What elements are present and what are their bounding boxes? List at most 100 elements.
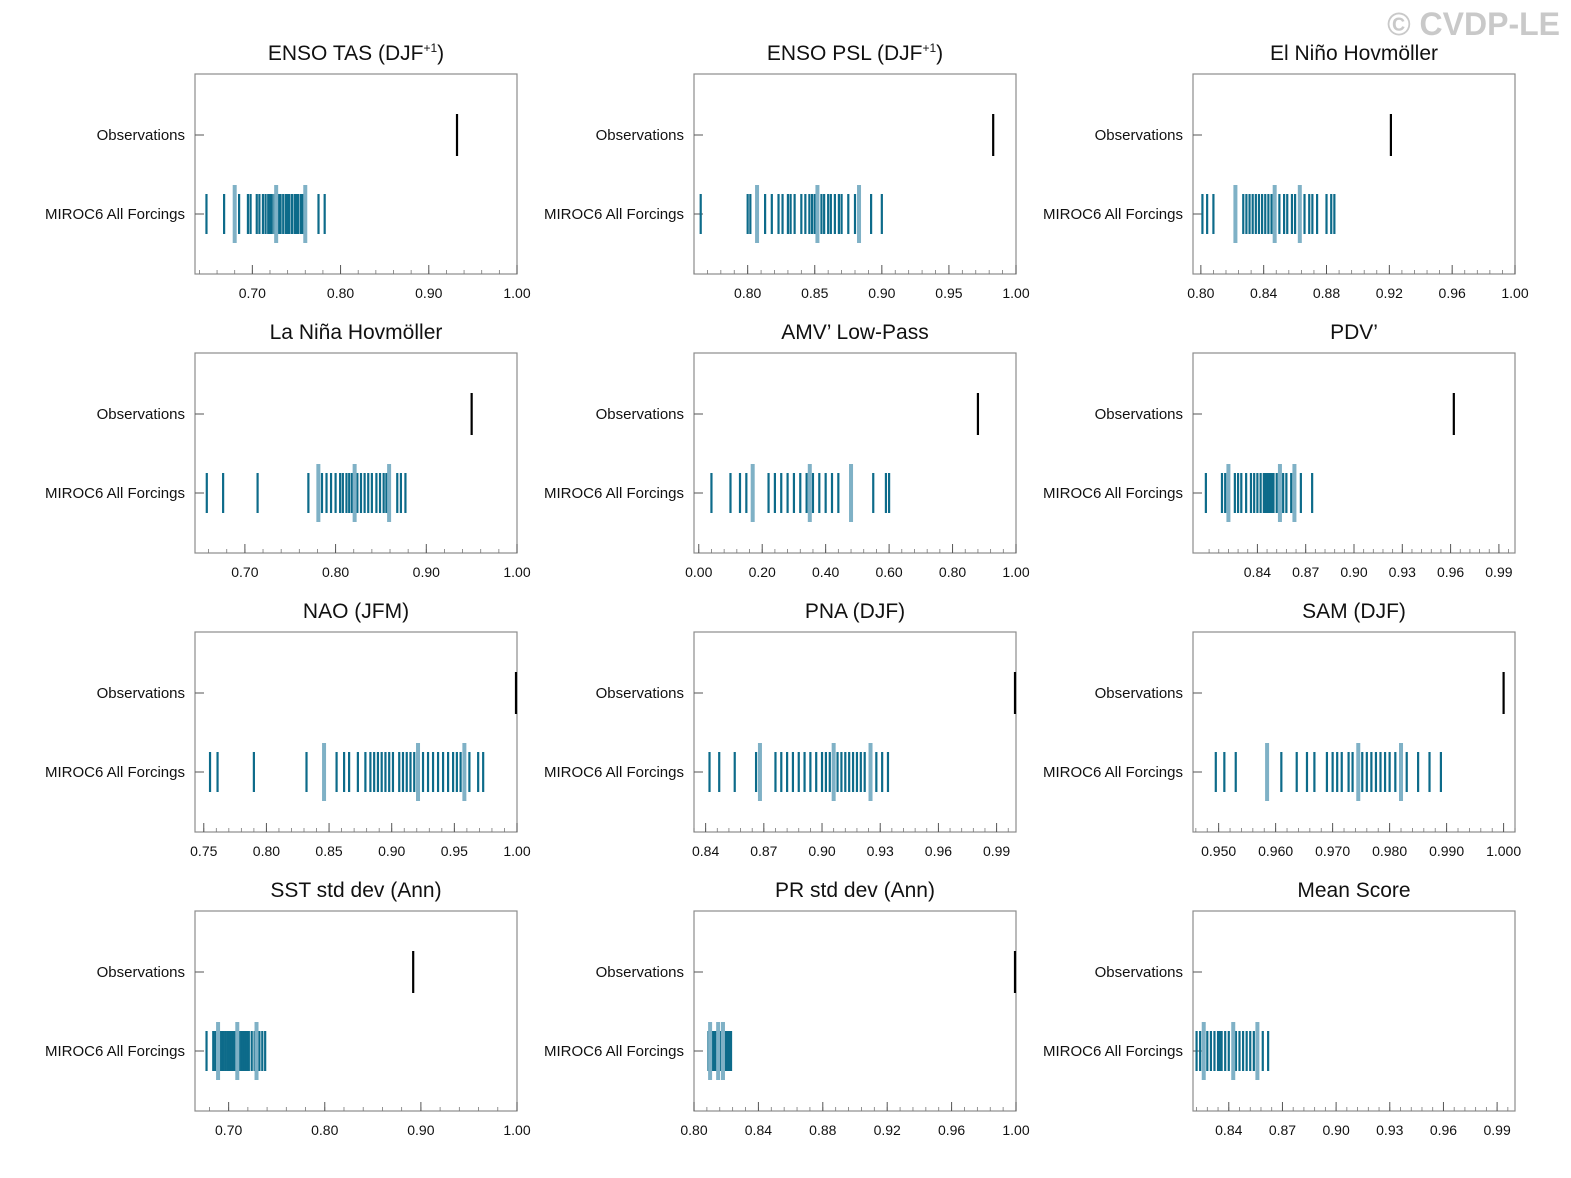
panel-12: Mean Score Observations MIROC6 All Forcing… (1043, 879, 1516, 1138)
x-tick-label: 0.99 (1485, 564, 1512, 580)
panel-title: Mean Score (1297, 879, 1410, 902)
panel-5: AMV’ Low-Pass Observations MIROC6 All Forc… (544, 321, 1030, 580)
y-label-observations: Observations (97, 964, 185, 981)
x-tick-label: 0.00 (685, 564, 712, 580)
title-suffix: ) (437, 42, 444, 65)
x-tick-label: 0.70 (231, 564, 258, 580)
x-tick-label: 1.000 (1486, 843, 1521, 859)
y-label-observations: Observations (97, 127, 185, 144)
x-tick-label: 1.00 (1002, 564, 1029, 580)
y-label-observations: Observations (596, 964, 684, 981)
x-tick-label: 0.95 (935, 285, 962, 301)
y-label-observations: Observations (596, 127, 684, 144)
x-tick-label: 0.80 (322, 564, 349, 580)
panel-title: El Niño Hovmöller (1270, 42, 1438, 65)
x-tick-label: 0.90 (415, 285, 442, 301)
x-tick-label: 0.80 (734, 285, 761, 301)
x-tick-label: 0.88 (1313, 285, 1340, 301)
x-tick-label: 1.00 (503, 564, 530, 580)
plot-frame (1192, 73, 1516, 275)
panel-title: NAO (JFM) (303, 600, 409, 623)
plot-frame (693, 352, 1017, 554)
y-label-ensemble: MIROC6 All Forcings (1043, 1043, 1183, 1060)
x-tick-label: 0.93 (1376, 1122, 1403, 1138)
watermark: © CVDP-LE (1387, 6, 1560, 42)
x-tick-label: 0.60 (875, 564, 902, 580)
x-tick-label: 0.80 (939, 564, 966, 580)
plot-frame (1192, 352, 1516, 554)
y-label-observations: Observations (1095, 685, 1183, 702)
y-label-ensemble: MIROC6 All Forcings (45, 485, 185, 502)
x-tick-label: 0.87 (750, 843, 777, 859)
title-superscript: +1 (922, 41, 936, 55)
x-tick-label: 0.40 (812, 564, 839, 580)
panel-11: PR std dev (Ann) Observations MIROC6 All F… (544, 879, 1030, 1138)
x-tick-label: 0.80 (311, 1122, 338, 1138)
plot-frame (1192, 631, 1516, 833)
x-tick-label: 0.93 (1389, 564, 1416, 580)
panel-title: SAM (DJF) (1302, 600, 1406, 623)
y-label-ensemble: MIROC6 All Forcings (45, 764, 185, 781)
x-tick-label: 1.00 (1002, 1122, 1029, 1138)
x-tick-label: 0.980 (1372, 843, 1407, 859)
panel-1: ENSO TAS (DJF+1) Observations MIROC6 All F… (45, 41, 531, 301)
plot-frame (693, 631, 1017, 833)
panel-3: El Niño Hovmöller Observations MIROC6 All … (1043, 42, 1529, 301)
plot-frame (693, 73, 1017, 275)
x-tick-label: 0.96 (925, 843, 952, 859)
x-tick-label: 0.80 (253, 843, 280, 859)
panel-title: La Niña Hovmöller (270, 321, 443, 344)
x-tick-label: 0.90 (407, 1122, 434, 1138)
plot-frame (1192, 910, 1516, 1112)
y-label-ensemble: MIROC6 All Forcings (544, 1043, 684, 1060)
panel-title: AMV’ Low-Pass (781, 321, 928, 344)
x-tick-label: 0.92 (1376, 285, 1403, 301)
x-tick-label: 0.90 (1340, 564, 1367, 580)
y-label-ensemble: MIROC6 All Forcings (1043, 485, 1183, 502)
plot-frame (194, 73, 518, 275)
x-tick-label: 0.87 (1269, 1122, 1296, 1138)
x-tick-label: 0.80 (1187, 285, 1214, 301)
y-label-observations: Observations (97, 406, 185, 423)
x-tick-label: 1.00 (503, 843, 530, 859)
x-tick-label: 0.960 (1258, 843, 1293, 859)
title-suffix: ) (936, 42, 943, 65)
x-tick-label: 0.990 (1429, 843, 1464, 859)
y-label-observations: Observations (1095, 406, 1183, 423)
x-tick-label: 0.84 (745, 1122, 772, 1138)
x-tick-label: 0.950 (1201, 843, 1236, 859)
y-label-observations: Observations (1095, 964, 1183, 981)
x-tick-label: 0.85 (801, 285, 828, 301)
x-tick-label: 0.84 (1215, 1122, 1242, 1138)
x-tick-label: 0.92 (874, 1122, 901, 1138)
y-label-observations: Observations (1095, 127, 1183, 144)
x-tick-label: 0.95 (441, 843, 468, 859)
panel-6: PDV’ Observations MIROC6 All Forcings 0.84 0… (1043, 321, 1516, 580)
x-tick-label: 0.90 (413, 564, 440, 580)
panel-title: ENSO PSL (DJF+1) (767, 41, 943, 65)
x-tick-label: 1.00 (1002, 285, 1029, 301)
x-tick-label: 0.88 (809, 1122, 836, 1138)
y-label-ensemble: MIROC6 All Forcings (544, 206, 684, 223)
panel-title: PNA (DJF) (805, 600, 905, 623)
x-tick-label: 0.87 (1292, 564, 1319, 580)
x-tick-label: 0.96 (1430, 1122, 1457, 1138)
x-tick-label: 0.90 (868, 285, 895, 301)
plot-frame (194, 910, 518, 1112)
panels-grid: ENSO TAS (DJF+1) Observations MIROC6 All F… (45, 41, 1529, 1138)
x-tick-label: 0.84 (1244, 564, 1271, 580)
y-label-observations: Observations (596, 406, 684, 423)
x-tick-label: 1.00 (503, 285, 530, 301)
panel-title: PDV’ (1330, 321, 1378, 344)
x-tick-label: 0.90 (808, 843, 835, 859)
plot-frame (693, 910, 1017, 1112)
x-tick-label: 0.80 (680, 1122, 707, 1138)
x-tick-label: 0.90 (1322, 1122, 1349, 1138)
x-tick-label: 0.20 (749, 564, 776, 580)
plot-frame (194, 352, 518, 554)
x-tick-label: 0.70 (215, 1122, 242, 1138)
y-label-ensemble: MIROC6 All Forcings (45, 1043, 185, 1060)
y-label-observations: Observations (596, 685, 684, 702)
x-tick-label: 0.96 (1437, 564, 1464, 580)
